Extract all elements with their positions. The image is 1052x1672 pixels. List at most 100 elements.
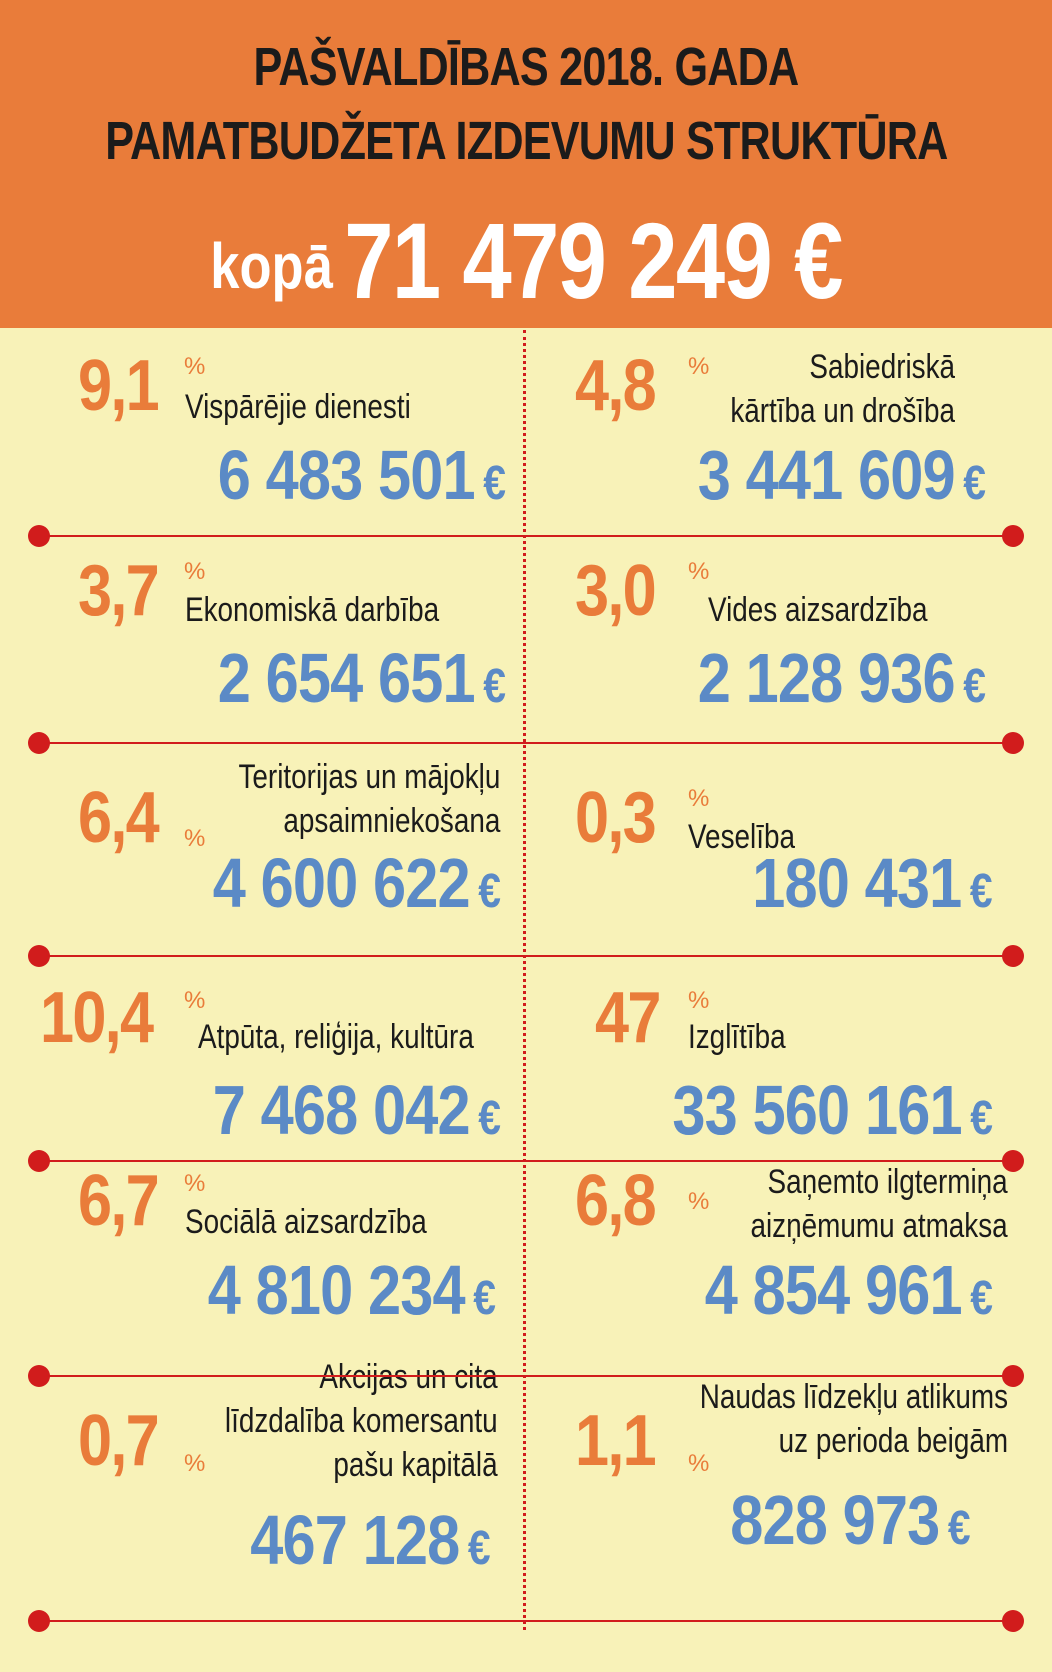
item-percent: 1,1 — [575, 1401, 657, 1481]
item-label-line: Veselība — [688, 818, 795, 856]
item-label: Sociālā aizsardzība — [185, 1200, 427, 1244]
percent-sign: % — [184, 987, 206, 1014]
title-line-1: PAŠVALDĪBAS 2018. GADA — [253, 37, 800, 97]
percent-sign: % — [688, 353, 710, 380]
row-separator — [38, 742, 1014, 744]
item-label: Teritorijas un mājokļu apsaimniekošana — [238, 755, 500, 843]
item-label: Atpūta, reliģija, kultūra — [198, 1015, 474, 1059]
separator-dot-left — [28, 945, 50, 967]
euro-sign: € — [483, 457, 506, 510]
center-divider — [523, 330, 526, 1630]
item-label: Sabiedriskā kārtība un drošība — [730, 345, 955, 433]
row-separator — [38, 1375, 1014, 1377]
title-line-2: PAMATBUDŽETA IZDEVUMU STRUKTŪRA — [105, 111, 948, 171]
item-amount-number: 467 128 — [250, 1501, 461, 1579]
budget-item: 3,7% Ekonomiskā darbība 2 654 651 € — [0, 550, 1052, 750]
item-amount-number: 4 600 622 — [212, 844, 471, 922]
budget-item: 0,3% Veselība 180 431 € — [0, 755, 1052, 955]
item-amount-number: 4 810 234 — [207, 1251, 466, 1329]
item-amount-number: 7 468 042 — [212, 1071, 471, 1149]
total-amount: 71 479 249 € — [344, 200, 843, 321]
item-label: Ekonomiskā darbība — [185, 588, 439, 632]
separator-dot-right — [1002, 525, 1024, 547]
header-banner: PAŠVALDĪBAS 2018. GADA PAMATBUDŽETA IZDE… — [0, 0, 1052, 328]
item-percent: 6,8 — [575, 1161, 657, 1241]
item-percent: 47 — [595, 978, 661, 1058]
percent-sign: % — [184, 1170, 206, 1197]
budget-item: 6,7% Sociālā aizsardzība 4 810 234 € — [0, 1160, 1052, 1360]
item-percent: 6,7 — [78, 1161, 160, 1241]
item-amount: 7 468 042 € — [212, 1070, 501, 1150]
percent-sign: % — [184, 558, 206, 585]
euro-sign: € — [970, 1092, 993, 1145]
item-amount: 828 973 € — [730, 1480, 971, 1560]
item-label: Naudas līdzekļu atlikums uz perioda beigā… — [700, 1375, 1008, 1463]
total-prefix: kopā — [210, 230, 333, 302]
item-percent: 6,4 — [78, 778, 160, 858]
separator-dot-left — [28, 525, 50, 547]
item-label-line: Teritorijas un mājokļu — [238, 758, 500, 796]
item-label-line: Sociālā aizsardzība — [185, 1203, 427, 1241]
row-separator — [38, 1620, 1014, 1622]
euro-sign: € — [473, 1272, 496, 1325]
percent-sign: % — [688, 987, 710, 1014]
percent-sign: % — [688, 1450, 710, 1477]
item-label-line: apsaimniekošana — [283, 802, 500, 840]
item-amount-number: 180 431 — [752, 844, 963, 922]
item-label-line: Akcijas un cita — [319, 1358, 498, 1396]
item-label: Akcijas un cita līdzdalība komersantu pašu… — [225, 1355, 498, 1487]
euro-sign: € — [478, 1092, 501, 1145]
item-percent: 4,8 — [575, 346, 657, 426]
item-label-line: līdzdalība komersantu — [225, 1402, 498, 1440]
separator-dot-left — [28, 1365, 50, 1387]
separator-dot-right — [1002, 945, 1024, 967]
item-label-line: Izglītība — [688, 1018, 786, 1056]
euro-sign: € — [963, 660, 986, 713]
item-label-line: Sabiedriskā — [809, 348, 955, 386]
item-label: Vides aizsardzība — [708, 588, 928, 632]
budget-item: 6,8% Saņemto ilgtermiņa aizņēmumu atmaksa 4… — [0, 1160, 1052, 1360]
euro-sign: € — [468, 1522, 491, 1575]
item-label-line: Naudas līdzekļu atlikums — [699, 1378, 1008, 1416]
item-amount-number: 2 654 651 — [217, 639, 476, 717]
percent-sign: % — [688, 785, 710, 812]
percent-sign: % — [184, 825, 206, 852]
percent-sign: % — [184, 1450, 206, 1477]
row-separator — [38, 955, 1014, 957]
item-label-line: kārtība un drošība — [730, 392, 955, 430]
item-label-line: Ekonomiskā darbība — [185, 591, 440, 629]
item-label: Veselība — [688, 815, 795, 859]
item-amount-number: 2 128 936 — [697, 639, 956, 717]
separator-dot-right — [1002, 1150, 1024, 1172]
item-label: Izglītība — [688, 1015, 786, 1059]
separator-dot-left — [28, 1610, 50, 1632]
item-amount-number: 4 854 961 — [704, 1251, 963, 1329]
item-percent: 0,7 — [78, 1401, 160, 1481]
item-amount-number: 3 441 609 — [697, 436, 956, 514]
item-amount: 4 854 961 € — [704, 1250, 993, 1330]
item-label-line: uz perioda beigām — [778, 1422, 1008, 1460]
budget-item: 1,1% Naudas līdzekļu atlikums uz perioda b… — [0, 1355, 1052, 1559]
item-amount: 4 810 234 € — [207, 1250, 496, 1330]
total-line: kopā 71 479 249 € — [95, 198, 958, 323]
item-amount-number: 828 973 — [730, 1481, 941, 1559]
euro-sign: € — [483, 660, 506, 713]
item-label: Saņemto ilgtermiņa aizņēmumu atmaksa — [751, 1160, 1008, 1248]
euro-sign: € — [948, 1502, 971, 1555]
item-label-line: Vides aizsardzība — [708, 591, 928, 629]
item-percent: 10,4 — [40, 978, 154, 1058]
budget-item: 0,7% Akcijas un cita līdzdalība komersantu… — [0, 1355, 1052, 1579]
euro-sign: € — [963, 457, 986, 510]
item-amount-number: 6 483 501 — [217, 436, 476, 514]
percent-sign: % — [688, 558, 710, 585]
budget-item: 6,4% Teritorijas un mājokļu apsaimniekošan… — [0, 755, 1052, 955]
item-percent: 0,3 — [575, 778, 657, 858]
item-label-line: pašu kapitālā — [333, 1446, 498, 1484]
item-amount-number: 33 560 161 — [672, 1071, 962, 1149]
item-amount: 2 654 651 € — [217, 638, 506, 718]
item-amount: 2 128 936 € — [697, 638, 986, 718]
item-amount: 180 431 € — [752, 843, 993, 923]
item-percent: 3,7 — [78, 551, 160, 631]
item-percent: 3,0 — [575, 551, 657, 631]
item-label-line: Saņemto ilgtermiņa — [767, 1163, 1008, 1201]
